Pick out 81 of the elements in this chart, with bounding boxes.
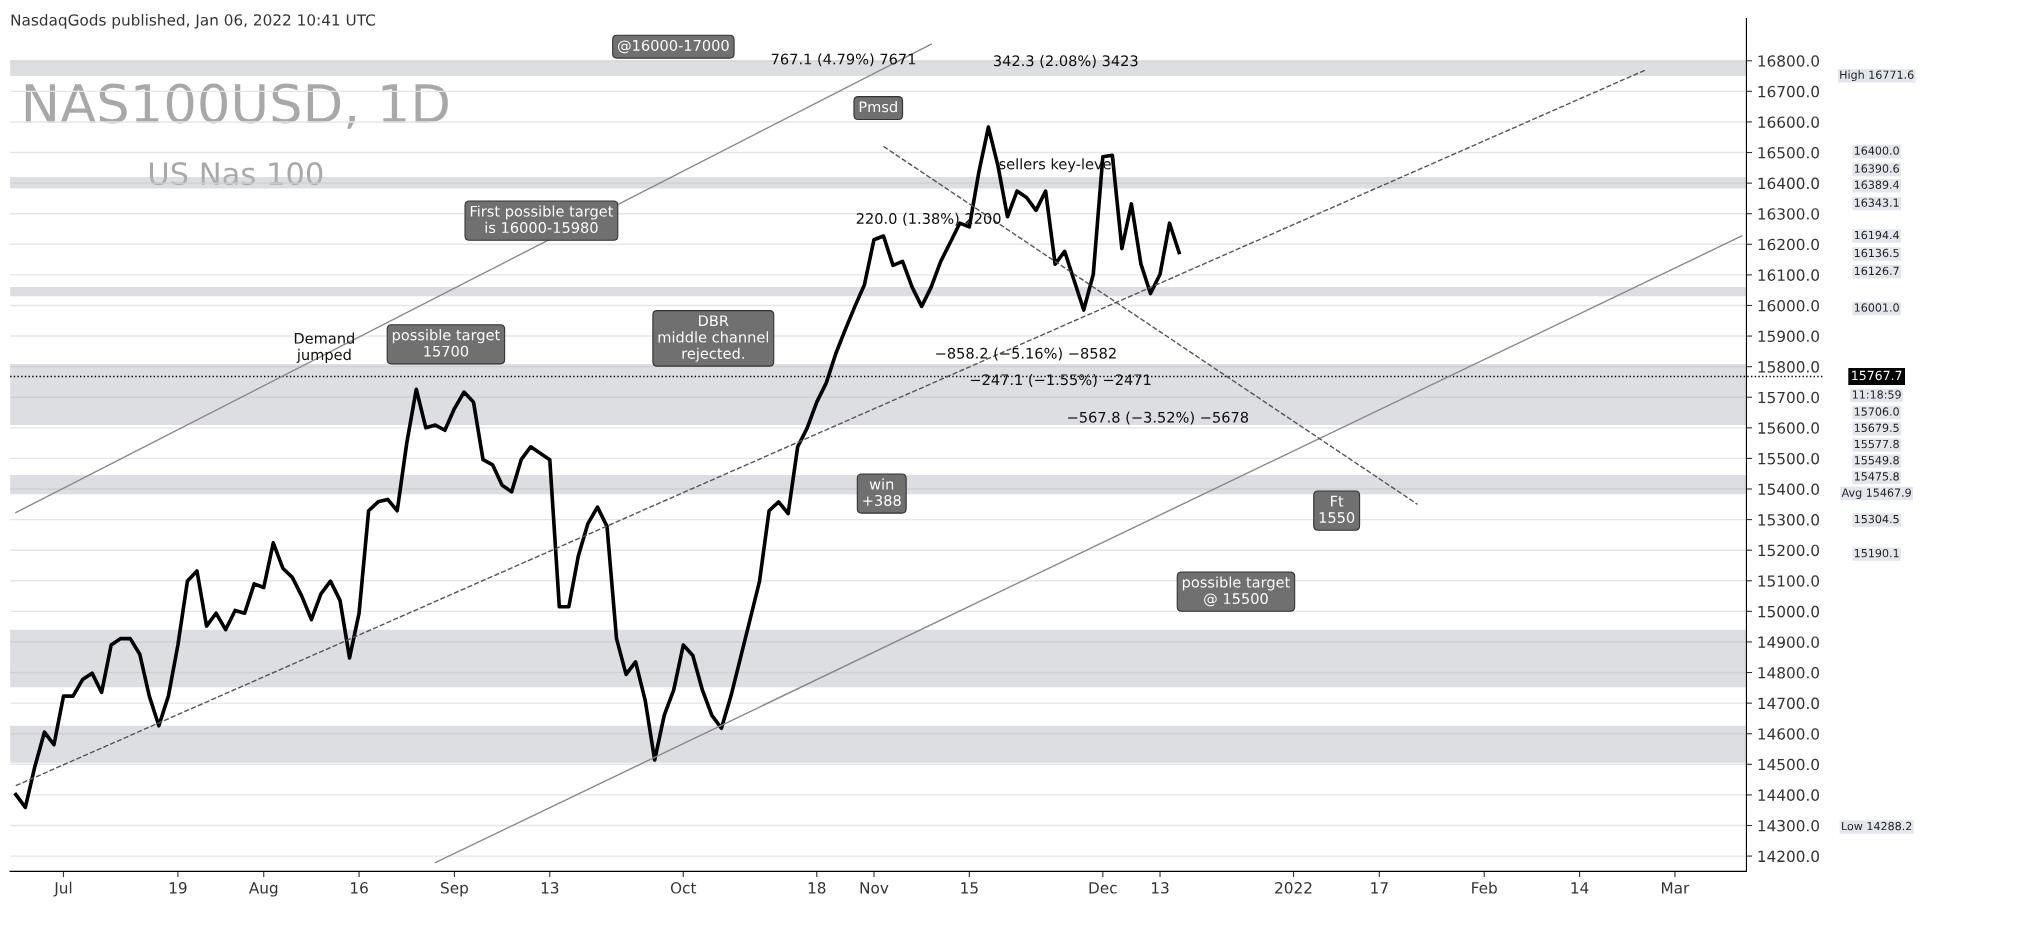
x-tick-label: Sep bbox=[441, 882, 468, 897]
annotation: possible target @ 15500 bbox=[1182, 576, 1290, 607]
text: NAS100USD, 1D bbox=[25, 83, 448, 129]
x-tick-label: 16 bbox=[351, 882, 368, 894]
text: Low 14288.2 bbox=[1842, 821, 1912, 831]
x-tick-label: Oct bbox=[670, 882, 697, 894]
annotation: possible target 15700 bbox=[392, 329, 500, 357]
text: 16194.4 bbox=[1854, 230, 1900, 240]
y-tick-label: 14500.0 bbox=[1758, 758, 1820, 771]
x-tick-label: Mar bbox=[1662, 882, 1690, 894]
annotation: Demand jumped bbox=[294, 332, 354, 363]
annotation: −567.8 (−3.52%) −5678 bbox=[1068, 411, 1249, 425]
x-tick-label: 18 bbox=[808, 882, 826, 894]
text: 15549.8 bbox=[1854, 455, 1899, 465]
text: High 16771.6 bbox=[1840, 70, 1914, 82]
y-tick-label: 14200.0 bbox=[1758, 850, 1820, 863]
x-tick-label: 19 bbox=[169, 882, 187, 894]
y-tick-label: 15100.0 bbox=[1758, 575, 1820, 587]
y-tick-label: 14700.0 bbox=[1758, 697, 1820, 710]
text: 16136.5 bbox=[1854, 248, 1899, 258]
text: 16390.6 bbox=[1854, 164, 1899, 173]
text: 15679.5 bbox=[1854, 423, 1899, 432]
text: 15577.8 bbox=[1854, 439, 1899, 449]
x-tick-label: Dec bbox=[1089, 882, 1117, 894]
annotation: −247.1 (−1.55%) −2471 bbox=[970, 373, 1151, 387]
y-tick-label: 15300.0 bbox=[1758, 514, 1820, 526]
x-tick-label: Aug bbox=[248, 882, 278, 897]
y-tick-label: 16400.0 bbox=[1758, 177, 1820, 190]
y-tick-label: 15200.0 bbox=[1758, 544, 1820, 557]
x-tick-label: 13 bbox=[541, 882, 559, 894]
y-tick-label: 16300.0 bbox=[1758, 208, 1820, 220]
text: Avg 15467.9 bbox=[1841, 488, 1911, 499]
text: US Nas 100 bbox=[149, 162, 323, 186]
y-tick-label: 14800.0 bbox=[1758, 667, 1820, 679]
y-tick-label: 15000.0 bbox=[1758, 605, 1820, 618]
x-tick-label: 14 bbox=[1571, 882, 1589, 894]
x-tick-label: 15 bbox=[961, 882, 978, 894]
y-tick-label: 15700.0 bbox=[1758, 391, 1820, 404]
annotation: Ft 1550 bbox=[1319, 495, 1355, 524]
text: 15190.1 bbox=[1854, 548, 1899, 558]
text: 15475.8 bbox=[1854, 472, 1899, 481]
x-tick-label: 13 bbox=[1151, 882, 1169, 894]
y-tick-label: 16500.0 bbox=[1758, 146, 1820, 159]
text: 16001.0 bbox=[1854, 303, 1899, 312]
y-tick-label: 16800.0 bbox=[1758, 55, 1820, 67]
text: 15706.0 bbox=[1854, 407, 1899, 416]
annotation: win +388 bbox=[863, 478, 901, 506]
annotation: NasdaqGods published, Jan 06, 2022 10:41 UTC bbox=[11, 13, 375, 29]
x-tick-label: Nov bbox=[860, 882, 889, 894]
annotation: DBR middle channel rejected. bbox=[658, 315, 769, 362]
text: 15304.5 bbox=[1854, 514, 1899, 524]
y-tick-label: 15800.0 bbox=[1758, 361, 1820, 373]
y-tick-label: 14600.0 bbox=[1758, 728, 1820, 740]
y-tick-label: 16000.0 bbox=[1758, 299, 1820, 312]
y-tick-label: 14900.0 bbox=[1758, 636, 1820, 648]
text: 16389.4 bbox=[1854, 180, 1900, 189]
y-tick-label: 14300.0 bbox=[1758, 819, 1820, 832]
y-tick-label: 15500.0 bbox=[1758, 452, 1820, 465]
y-tick-label: 15900.0 bbox=[1758, 330, 1820, 343]
x-tick-label: 17 bbox=[1371, 882, 1388, 894]
annotation: @16000-17000 bbox=[618, 39, 729, 54]
x-tick-label: Jul bbox=[53, 881, 72, 897]
x-tick-label: 2022 bbox=[1275, 882, 1312, 894]
annotation: −858.2 (−5.16%) −8582 bbox=[936, 347, 1116, 361]
annotation: 342.3 (2.08%) 3423 bbox=[993, 54, 1138, 68]
annotation: 767.1 (4.79%) 7671 bbox=[771, 53, 916, 67]
y-tick-label: 14400.0 bbox=[1758, 789, 1820, 801]
y-tick-label: 16700.0 bbox=[1758, 85, 1820, 98]
text: 16400.0 bbox=[1854, 146, 1899, 155]
y-tick-label: 15400.0 bbox=[1758, 483, 1820, 496]
annotation: First possible target is 16000-15980 bbox=[470, 205, 614, 234]
annotation: Pmsd bbox=[859, 101, 897, 113]
y-tick-label: 16600.0 bbox=[1758, 116, 1820, 128]
y-tick-label: 16100.0 bbox=[1758, 269, 1820, 281]
text: 16343.1 bbox=[1854, 198, 1899, 207]
text: 16126.7 bbox=[1854, 266, 1899, 276]
y-tick-label: 15600.0 bbox=[1758, 422, 1820, 434]
y-tick-label: 16200.0 bbox=[1758, 238, 1820, 251]
x-tick-label: Feb bbox=[1472, 881, 1497, 894]
ref-line-label: 15767.7 bbox=[1852, 370, 1902, 381]
text: 11:18:59 bbox=[1852, 390, 1901, 399]
